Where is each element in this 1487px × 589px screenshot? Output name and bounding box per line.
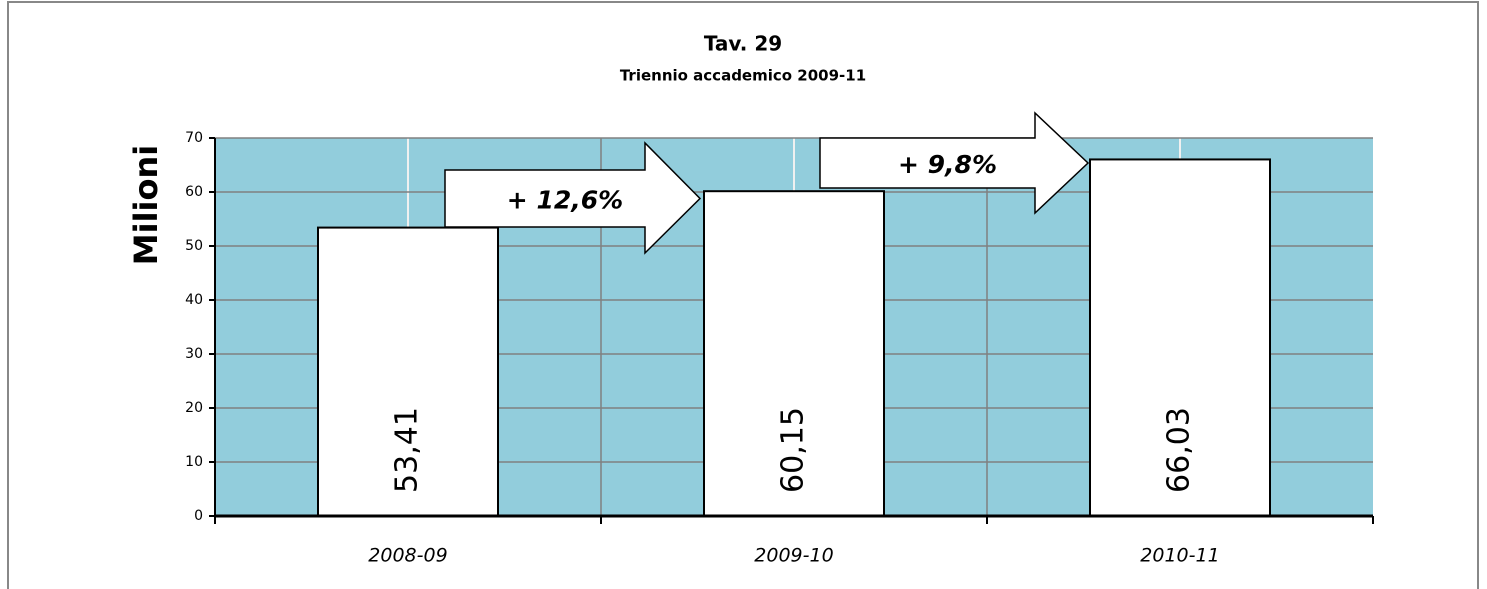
y-tick-label: 10 [185, 454, 203, 470]
y-tick-label: 20 [185, 400, 203, 416]
value-label: 60,15 [776, 407, 811, 493]
chart-title: Tav. 29 [704, 32, 782, 56]
y-tick-label: 30 [185, 346, 203, 362]
x-tick-label: 2010-11 [1140, 545, 1219, 567]
x-tick-label: 2008-09 [368, 545, 447, 567]
plot: 0 10 20 30 40 50 60 70 53,41 2008-09 60,15 2009-10 6… [185, 111, 1374, 567]
bar [1089, 158, 1271, 518]
growth-annotation: + 12,6% [507, 186, 623, 215]
growth-annotation: + 9,8% [898, 150, 997, 179]
bar [703, 190, 885, 517]
value-label: 66,03 [1162, 407, 1197, 493]
y-tick-label: 70 [185, 130, 203, 146]
bar [317, 226, 499, 517]
y-axis-label: Milioni [127, 145, 165, 265]
y-tick-label: 40 [185, 292, 203, 308]
y-tick-label: 50 [185, 238, 203, 254]
chart-subtitle: Triennio accademico 2009-11 [620, 67, 866, 85]
growth-arrow [444, 141, 702, 255]
y-tick-label: 0 [194, 508, 203, 524]
y-tick-label: 60 [185, 184, 203, 200]
x-tick-label: 2009-10 [754, 545, 833, 567]
growth-arrow [819, 111, 1090, 215]
value-label: 53,41 [390, 407, 425, 493]
